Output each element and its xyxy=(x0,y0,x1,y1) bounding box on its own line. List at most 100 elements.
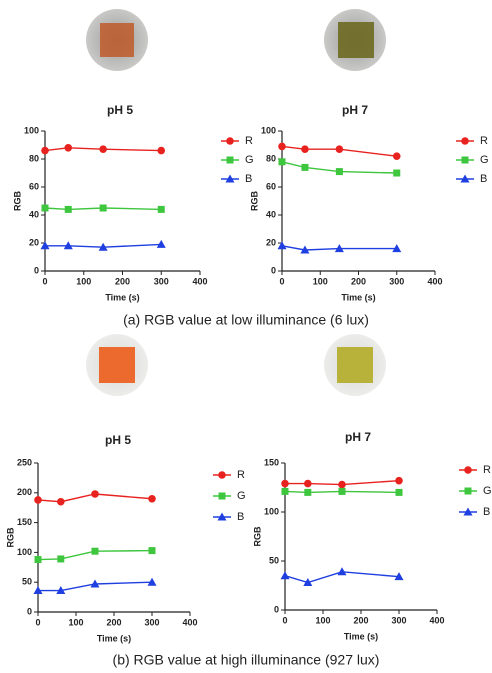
sample-photo xyxy=(86,334,148,396)
y-tick-label: 150 xyxy=(17,517,32,527)
marker xyxy=(40,241,50,250)
marker xyxy=(394,572,404,581)
x-tick-label: 0 xyxy=(35,617,40,627)
y-axis-label: RGB xyxy=(249,191,259,212)
marker xyxy=(392,244,402,253)
marker xyxy=(98,242,108,251)
marker xyxy=(303,578,313,587)
marker xyxy=(218,471,226,479)
x-tick-label: 300 xyxy=(144,617,159,627)
y-tick-label: 0 xyxy=(27,606,32,616)
series-line xyxy=(284,571,400,584)
caption: (a) RGB value at low illuminance (6 lux) xyxy=(123,312,369,328)
y-tick-label: 0 xyxy=(271,265,276,275)
y-tick-label: 100 xyxy=(24,125,39,135)
y-tick-label: 80 xyxy=(266,153,276,163)
marker xyxy=(300,245,310,254)
x-tick-label: 400 xyxy=(192,276,207,286)
series-line xyxy=(281,161,397,174)
marker xyxy=(395,488,403,496)
legend-label: R xyxy=(483,464,491,476)
chart-title: pH 7 xyxy=(342,103,368,117)
marker xyxy=(464,466,472,474)
x-tick-label: 300 xyxy=(391,615,406,625)
y-tick-label: 60 xyxy=(266,181,276,191)
marker xyxy=(278,142,286,151)
legend-label: G xyxy=(480,154,489,166)
x-tick-label: 200 xyxy=(106,617,121,627)
x-tick-label: 100 xyxy=(68,617,83,627)
series-line xyxy=(281,145,397,157)
marker xyxy=(461,156,469,164)
legend-label: G xyxy=(245,154,254,166)
marker xyxy=(335,145,344,153)
x-tick-label: 400 xyxy=(429,615,444,625)
x-tick-label: 0 xyxy=(42,276,47,286)
marker xyxy=(337,567,347,576)
marker xyxy=(280,571,290,580)
y-tick-label: 80 xyxy=(29,153,39,163)
marker xyxy=(91,490,99,498)
marker xyxy=(335,168,343,176)
marker xyxy=(304,488,312,496)
marker xyxy=(304,479,312,488)
marker xyxy=(148,494,156,503)
marker xyxy=(63,241,73,250)
x-tick-label: 400 xyxy=(182,617,197,627)
legend-label: B xyxy=(483,506,490,518)
legend-label: R xyxy=(480,135,488,147)
marker xyxy=(334,244,344,253)
x-tick-label: 200 xyxy=(353,615,368,625)
caption: (b) RGB value at high illuminance (927 l… xyxy=(113,652,380,668)
y-tick-label: 60 xyxy=(29,181,39,191)
series-line xyxy=(44,207,162,211)
marker xyxy=(34,496,42,504)
marker xyxy=(226,137,234,145)
y-tick-label: 0 xyxy=(274,604,279,614)
sample-photo xyxy=(86,9,148,71)
x-tick-label: 100 xyxy=(315,615,330,625)
marker xyxy=(393,169,401,177)
marker xyxy=(64,144,73,152)
x-tick-label: 200 xyxy=(351,276,366,286)
legend-label: B xyxy=(245,173,252,185)
marker xyxy=(278,158,286,166)
x-axis-label: Time (s) xyxy=(105,292,139,302)
y-axis-label: RGB xyxy=(5,527,15,548)
marker xyxy=(41,204,49,212)
y-tick-label: 40 xyxy=(29,209,39,219)
marker xyxy=(218,492,226,500)
legend-label: B xyxy=(237,511,244,523)
series-line xyxy=(45,243,162,248)
series-line xyxy=(44,147,162,152)
x-tick-label: 400 xyxy=(427,276,442,286)
x-axis-label: Time (s) xyxy=(344,631,378,641)
y-axis-label: RGB xyxy=(12,191,22,212)
y-tick-label: 0 xyxy=(34,265,39,275)
legend-label: G xyxy=(237,490,246,502)
marker xyxy=(41,146,49,155)
y-tick-label: 100 xyxy=(264,506,279,516)
sample-photo xyxy=(324,9,386,71)
y-tick-label: 50 xyxy=(22,577,32,587)
marker xyxy=(281,487,289,495)
marker xyxy=(156,239,166,248)
marker xyxy=(461,137,469,145)
legend-label: R xyxy=(237,469,245,481)
marker xyxy=(64,205,72,213)
legend-label: R xyxy=(245,135,253,147)
marker xyxy=(217,512,227,521)
series-line xyxy=(285,479,400,486)
y-axis-label: RGB xyxy=(252,526,262,547)
marker xyxy=(157,205,165,213)
y-tick-label: 20 xyxy=(29,237,39,247)
marker xyxy=(157,146,166,155)
y-tick-label: 150 xyxy=(264,457,279,467)
y-tick-label: 100 xyxy=(17,547,32,557)
x-tick-label: 300 xyxy=(389,276,404,286)
y-tick-label: 40 xyxy=(266,209,276,219)
marker xyxy=(99,204,107,212)
chart-title: pH 7 xyxy=(345,430,371,444)
y-tick-label: 50 xyxy=(269,555,279,565)
marker xyxy=(463,507,473,516)
